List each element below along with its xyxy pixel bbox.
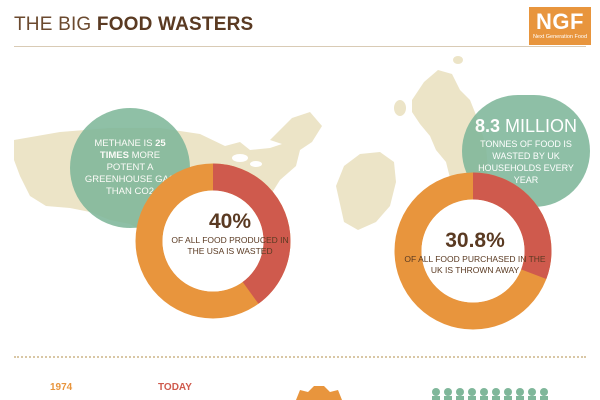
uk-donut-chart <box>394 172 552 330</box>
usa-donut-wasted-segment <box>135 163 291 319</box>
header-divider <box>14 46 586 47</box>
people-icons <box>432 388 548 400</box>
uk-tonnes-number: 8.3 <box>474 116 500 136</box>
ngf-logo: NGF Next Generation Food <box>529 7 591 45</box>
ireland-map-shape <box>336 152 396 230</box>
usa-donut-label: 40% OF ALL FOOD PRODUCED IN THE USA IS W… <box>170 211 290 257</box>
methane-text: METHANE IS 25 TIMES MORE POTENT A GREENH… <box>84 138 176 198</box>
uk-donut-wasted-segment <box>394 172 552 330</box>
uk-tonnes-text: TONNES OF FOOD IS WASTED BY UK HOUSEHOLD… <box>478 139 574 185</box>
section-divider <box>14 356 586 358</box>
uk-percent: 30.8% <box>445 229 505 252</box>
uk-tonnes-figure: 8.3 MILLION <box>475 116 577 136</box>
usa-percent-text: OF ALL FOOD PRODUCED IN THE USA IS WASTE… <box>171 235 289 256</box>
logo-subtext: Next Generation Food <box>532 34 588 40</box>
usa-donut-chart <box>135 163 291 319</box>
year-1974-label: 1974 <box>50 382 73 393</box>
title-bold: FOOD WASTERS <box>96 14 254 35</box>
methane-text-post: MORE POTENT A GREENHOUSE GAS THAN CO2 <box>84 150 176 197</box>
methane-text-bold: 25 TIMES <box>99 138 166 161</box>
year-today-label: TODAY <box>158 382 192 393</box>
uk-donut-label: 30.8% OF ALL FOOD PURCHASED IN THE UK IS… <box>400 230 550 276</box>
usa-percent: 40% <box>208 210 252 233</box>
logo-text: NGF <box>536 9 584 34</box>
uk-tonnes-unit: MILLION <box>505 116 578 136</box>
usa-donut-center <box>162 190 264 292</box>
uk-percent-text: OF ALL FOOD PURCHASED IN THE UK IS THROW… <box>404 254 546 275</box>
title-light: THE BIG <box>14 14 97 35</box>
bin-icon <box>296 386 342 400</box>
page-title: THE BIG FOOD WASTERS <box>14 14 253 36</box>
methane-text-pre: METHANE IS <box>94 138 156 149</box>
uk-donut-center <box>421 199 525 303</box>
